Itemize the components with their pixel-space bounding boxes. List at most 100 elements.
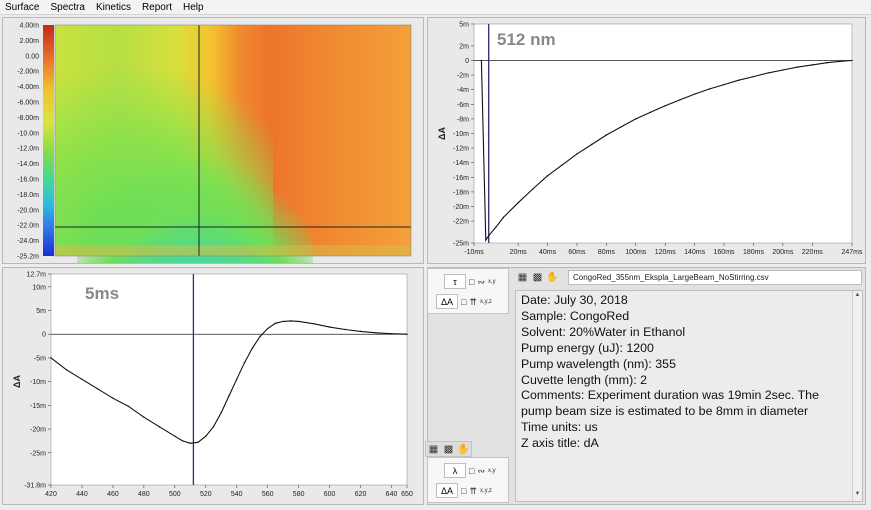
info-scrollbar[interactable]: ▲ ▼: [852, 291, 862, 501]
spectrum-trace-point: [112, 397, 114, 399]
scroll-down-icon[interactable]: ▼: [854, 491, 861, 497]
spectrum-trace-point: [197, 441, 199, 444]
lambda-field[interactable]: λ: [444, 463, 466, 478]
tau-field[interactable]: τ: [444, 274, 466, 289]
kinetics-x-tick-label: 100ms: [625, 249, 647, 256]
kinetics-trace-point: [826, 61, 828, 64]
kinetics-trace-point: [841, 60, 843, 62]
spectrum-trace-point: [127, 405, 130, 407]
spectrum-trace-point: [359, 330, 362, 333]
kinetics-trace-point: [649, 111, 652, 114]
file-toolbar: ▦ ▩ ✋: [515, 270, 560, 284]
spectrum-x-tick-label: 460: [107, 491, 119, 498]
kinetics-x-tick-label: 160ms: [714, 249, 736, 256]
spectrum-trace-point: [328, 326, 331, 328]
spectrum-y-tick-label: 10m: [32, 284, 46, 291]
scale-icon[interactable]: ⇈: [469, 296, 477, 307]
menu-kinetics[interactable]: Kinetics: [95, 1, 131, 13]
spectrum-y-tick-label: 12.7m: [27, 272, 47, 279]
xy-label[interactable]: x,y: [487, 278, 496, 285]
kinetics-y-axis: 5m 2m 0 -2m -4m -6m -8m -10m -12m -14m -16m -18m -20…: [453, 22, 474, 248]
lock-icon[interactable]: □: [461, 485, 467, 496]
surface-panel: 4.00m 2.00m 0.00 -2.00m -4.00m -6.00m -8.00m -1…: [2, 17, 424, 448]
kinetics-trace-point: [561, 164, 563, 166]
spectrum-plot-area: [50, 273, 408, 486]
spectrum-x-tick-label: 420: [45, 491, 57, 498]
graph-tool-icon[interactable]: ∾: [477, 465, 485, 476]
kinetics-trace-point: [605, 134, 608, 136]
surface-y-tick-label: -6.00m: [17, 100, 39, 107]
spectrum-trace-point: [243, 361, 246, 364]
surface-y-tick-label: 0.00: [25, 53, 39, 60]
spectrum-x-tick-label: 520: [200, 491, 212, 498]
image-icon[interactable]: ▩: [532, 271, 543, 283]
spectrum-x-tick-label: 640: [386, 491, 398, 498]
spectrum-trace-point: [266, 327, 269, 330]
kinetics-x-tick-label: 40ms: [539, 249, 557, 256]
spectrum-y-tick-label: 0: [42, 332, 46, 339]
spectrum-x-tick-label: 440: [76, 491, 88, 498]
kinetics-trace-point: [752, 75, 755, 78]
spectrum-trace-point: [143, 416, 145, 418]
kinetics-y-tick-label: -12m: [453, 146, 469, 153]
delta-a-field[interactable]: ΔA: [436, 294, 458, 309]
hand-icon[interactable]: ✋: [457, 443, 470, 455]
spectrum-x-tick-label: 540: [231, 491, 243, 498]
spectrum-x-tick-label: 600: [324, 491, 336, 498]
kinetics-x-tick-label: 80ms: [598, 249, 616, 256]
kinetics-y-tick-label: -18m: [453, 189, 469, 196]
lock-icon[interactable]: □: [469, 465, 475, 476]
info-date: Date: July 30, 2018: [521, 293, 628, 307]
graph-tool-icon[interactable]: ∾: [477, 276, 485, 287]
surface-svg: 4.00m 2.00m 0.00 -2.00m -4.00m -6.00m -8.00m -1…: [17, 23, 412, 448]
spectrum-trace-point: [313, 323, 315, 325]
kinetics-trace-point: [679, 99, 681, 101]
grid-icon[interactable]: ▦: [428, 443, 439, 455]
grid-icon[interactable]: ▦: [517, 271, 528, 283]
spectrum-y-tick-label: -5m: [34, 355, 46, 362]
spectrum-trace-point: [290, 320, 292, 322]
spectrum-trace-point: [344, 328, 346, 331]
delta-a-field[interactable]: ΔA: [436, 483, 458, 498]
spectrum-y-tick-label: -31.8m: [24, 483, 46, 490]
surface-toolbar: ▦ ▩ ✋: [425, 441, 472, 457]
info-z-axis-title: Z axis title: dA: [521, 436, 599, 451]
kinetics-y-axis-title: ΔA: [437, 127, 447, 140]
file-name-field[interactable]: CongoRed_355nm_Ekspla_LargeBeam_NoStirri…: [568, 270, 862, 285]
xyz-label[interactable]: x,y,z: [479, 487, 492, 494]
scale-icon[interactable]: ⇈: [469, 485, 477, 496]
spectrum-x-tick-label: 620: [355, 491, 367, 498]
kinetics-controls: τ □ ∾ x,y ΔA □ ⇈ x,y,z: [427, 268, 509, 314]
lock-icon[interactable]: □: [469, 276, 475, 287]
info-sample: Sample: CongoRed: [521, 308, 630, 323]
scroll-up-icon[interactable]: ▲: [854, 292, 861, 298]
kinetics-trace-point: [495, 226, 497, 228]
spectrum-x-tick-label: 500: [169, 491, 181, 498]
hand-icon[interactable]: ✋: [546, 271, 559, 283]
menu-report[interactable]: Report: [141, 1, 172, 13]
spectrum-trace-point: [81, 378, 83, 380]
image-icon[interactable]: ▩: [443, 443, 454, 455]
kinetics-wavelength-label: 512 nm: [497, 30, 556, 49]
heatmap-noise-band: [55, 245, 411, 256]
menu-spectra[interactable]: Spectra: [50, 1, 85, 13]
spectrum-trace-point: [189, 442, 192, 444]
xy-label[interactable]: x,y: [487, 467, 496, 474]
kinetics-y-tick-label: -2m: [457, 73, 469, 80]
menu-surface[interactable]: Surface: [5, 1, 40, 13]
spectrum-y-axis-title: ΔA: [12, 375, 22, 388]
xyz-label[interactable]: x,y,z: [479, 298, 492, 305]
kinetics-y-tick-label: -4m: [457, 87, 469, 94]
spectrum-x-tick-label: 480: [138, 491, 150, 498]
spectrum-trace-point: [205, 435, 207, 437]
kinetics-trace-point: [480, 59, 483, 62]
kinetics-x-tick-label: 220ms: [802, 249, 824, 256]
kinetics-trace-point: [517, 202, 519, 204]
menu-help[interactable]: Help: [182, 1, 204, 13]
kinetics-trace-point: [693, 93, 696, 95]
spectrum-y-axis: 12.7m 10m 5m 0 -5m -10m -15m -20m -25m -31.8m: [24, 272, 51, 490]
heatmap-frame: [54, 24, 412, 257]
lock-icon[interactable]: □: [461, 296, 467, 307]
spectrum-trace-point: [282, 320, 284, 323]
spectrum-trace-point: [251, 347, 253, 350]
